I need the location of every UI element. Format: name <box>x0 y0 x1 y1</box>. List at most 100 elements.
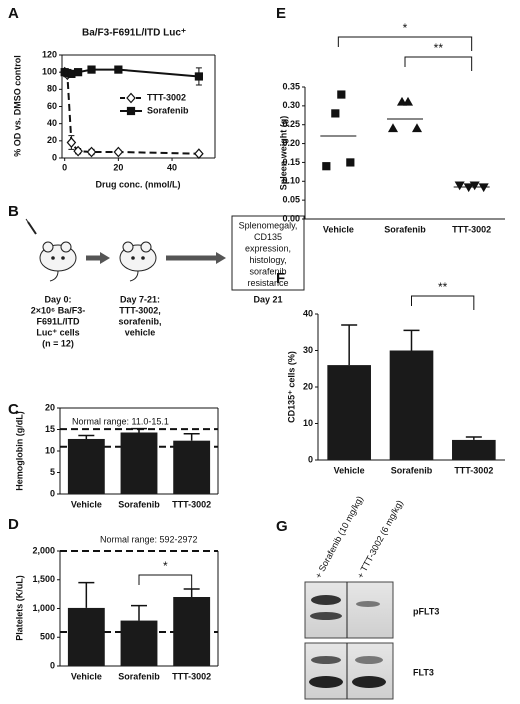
marker <box>454 181 465 191</box>
error-bar <box>183 433 200 441</box>
x-tick-label: Vehicle <box>334 465 365 475</box>
x-tick-label: TTT-3002 <box>452 224 491 234</box>
x-tick-label: 0 <box>62 162 67 172</box>
diagram-label: 2×10⁶ Ba/F3- <box>31 305 85 315</box>
significance-label: ** <box>434 41 444 55</box>
significance-bracket <box>411 295 475 310</box>
y-tick-label: 0 <box>50 488 55 498</box>
x-tick-label: TTT-3002 <box>454 465 493 475</box>
x-tick-label: Vehicle <box>323 224 354 234</box>
marker <box>346 158 355 167</box>
marker <box>402 96 414 106</box>
diagram-label: histology, <box>249 255 286 265</box>
diagram-label: Day 21 <box>253 294 282 304</box>
band-label: FLT3 <box>413 667 434 677</box>
significance-label: * <box>163 559 168 573</box>
y-tick-label: 1,500 <box>32 574 55 584</box>
marker <box>126 106 136 116</box>
blot-image <box>304 581 394 700</box>
x-tick-label: Sorafenib <box>384 224 426 234</box>
y-tick-label: 5 <box>50 467 55 477</box>
y-tick-label: 15 <box>45 424 55 434</box>
y-tick-label: 20 <box>45 402 55 412</box>
marker <box>73 145 83 157</box>
diagram-label: Luc⁺ cells <box>36 327 79 337</box>
y-tick-label: 80 <box>47 84 57 94</box>
significance-label: ** <box>438 280 448 294</box>
y-axis-label: Platelets (K/uL) <box>14 575 24 641</box>
y-tick-label: 0.20 <box>282 138 300 148</box>
marker <box>322 162 331 171</box>
y-axis-label: CD135⁺ cells (%) <box>286 351 296 423</box>
x-axis-label: Drug conc. (nmol/L) <box>96 179 181 189</box>
marker <box>113 146 124 158</box>
y-tick-label: 500 <box>40 632 55 642</box>
legend-label: Sorafenib <box>147 105 189 115</box>
significance-label: * <box>403 21 408 35</box>
marker <box>411 123 423 133</box>
error-bar <box>403 329 420 351</box>
y-axis-label: % OD vs. DMSO control <box>12 55 22 157</box>
legend-label: TTT-3002 <box>147 92 186 102</box>
x-tick-label: 20 <box>113 162 123 172</box>
x-tick-label: Vehicle <box>71 671 102 681</box>
error-bar <box>78 581 95 608</box>
y-tick-label: 2,000 <box>32 545 55 555</box>
diagram-label: Splenomegaly, <box>239 220 298 230</box>
marker <box>463 183 474 193</box>
significance-bracket <box>337 36 473 51</box>
marker <box>194 148 204 160</box>
y-tick-label: 0.00 <box>282 213 300 223</box>
error-bar <box>131 604 147 621</box>
mouse-icon <box>25 218 77 282</box>
lane-label: + Sorafenib (10 mg/kg) <box>313 494 365 580</box>
chart-panel: F CD135⁺ cells (%) 0 10 20 30 40 Vehicle Sorafen… <box>276 270 505 475</box>
significance-bracket <box>138 574 193 589</box>
marker <box>396 96 408 106</box>
y-axis-label: Spleen weight (g) <box>278 116 288 191</box>
panel-letter: B <box>8 203 19 220</box>
chart-panel: A Ba/F3-F691L/ITD Luc⁺ % OD vs. DMSO contr… <box>8 5 216 189</box>
y-tick-label: 0.25 <box>282 119 300 129</box>
diagram-label: sorafenib, <box>118 316 161 326</box>
bar <box>67 607 105 666</box>
y-tick-label: 40 <box>47 118 57 128</box>
marker <box>66 137 77 148</box>
marker <box>87 65 96 74</box>
y-tick-label: 100 <box>42 67 57 77</box>
y-tick-label: 0.30 <box>282 100 300 110</box>
diagram-label: resistance <box>247 278 288 288</box>
diagram-label: (n = 12) <box>42 338 74 348</box>
diagram-label: vehicle <box>125 327 156 337</box>
bar <box>173 597 211 666</box>
y-tick-label: 20 <box>303 381 313 391</box>
bar <box>389 350 434 460</box>
y-tick-label: 40 <box>303 308 313 318</box>
diagram-label: expression, <box>245 243 291 253</box>
y-tick-label: 0 <box>308 454 313 464</box>
marker <box>126 92 136 104</box>
bar <box>327 365 371 460</box>
lane-label: + TTT-3002 (6 mg/kg) <box>355 498 405 580</box>
panel-letter: D <box>8 516 19 533</box>
diagram-label: Day 0: <box>44 294 71 304</box>
significance-bracket <box>404 56 473 71</box>
mouse-icon <box>119 241 157 282</box>
y-tick-label: 0.35 <box>282 81 300 91</box>
y-tick-label: 60 <box>47 101 57 111</box>
panel-letter: E <box>276 5 286 22</box>
marker <box>337 90 346 99</box>
x-tick-label: Sorafenib <box>118 671 160 681</box>
marker <box>478 183 489 193</box>
diagram-label: Day 7-21: <box>120 294 160 304</box>
y-tick-label: 0 <box>52 152 57 162</box>
outcome-box <box>231 215 305 291</box>
diagram-label: TTT-3002, <box>119 305 161 315</box>
arrow-head <box>100 252 110 264</box>
arrow-head <box>216 252 226 264</box>
chart-panel: E Spleen weight (g) 0.00 0.05 0.10 0.15 0.20 0.… <box>276 5 505 234</box>
chart-title: Ba/F3-F691L/ITD Luc⁺ <box>82 28 186 39</box>
